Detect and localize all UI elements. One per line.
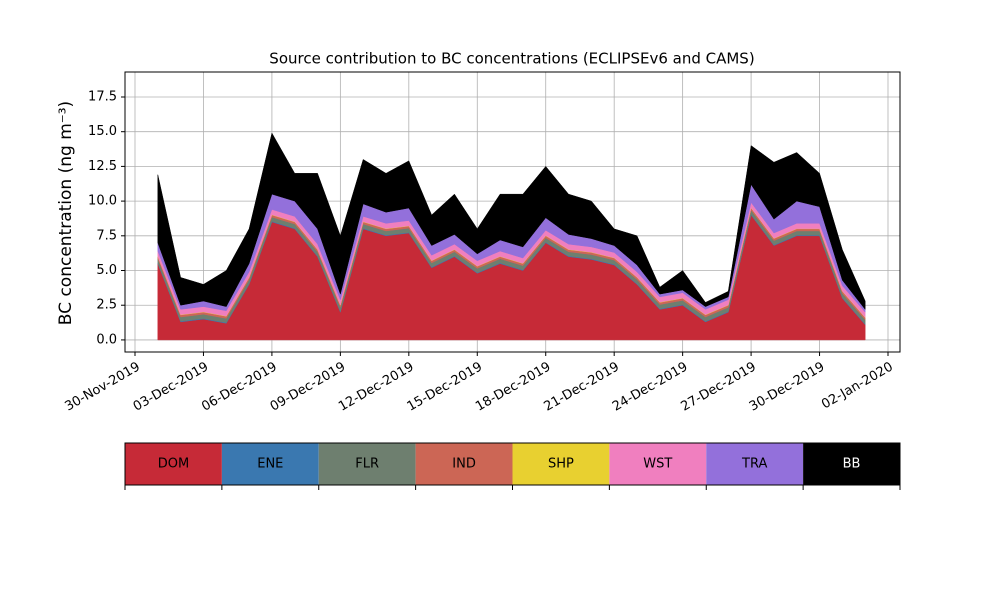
y-tick-label: 2.5 [96, 298, 117, 313]
legend-label: BB [843, 457, 861, 472]
y-tick-label: 5.0 [96, 263, 117, 278]
area [157, 132, 866, 311]
legend-swatch [803, 443, 900, 485]
y-tick-label: 17.5 [88, 89, 117, 104]
legend-swatch [609, 443, 707, 485]
legend-swatch [706, 443, 804, 485]
legend-label: WST [643, 457, 672, 472]
legend-swatch [125, 443, 222, 485]
legend-swatch [512, 443, 610, 485]
x-tick-label: 27-Dec-2019 [678, 360, 758, 415]
x-tick-label: 24-Dec-2019 [610, 360, 690, 415]
x-tick-label: 06-Dec-2019 [199, 360, 279, 415]
legend-label: ENE [257, 457, 283, 472]
legend-label: FLR [355, 457, 379, 472]
x-tick-label: 15-Dec-2019 [405, 360, 485, 415]
plot-frame [124, 71, 901, 353]
y-tick-label: 7.5 [96, 228, 117, 243]
y-tick-label: 10.0 [88, 194, 117, 209]
legend-swatch [318, 443, 416, 485]
y-axis-label: BC concentration (ng m⁻³) [56, 101, 76, 325]
x-tick-label: 03-Dec-2019 [131, 360, 211, 415]
legend-label: IND [452, 457, 476, 472]
x-tick-label: 30-Nov-2019 [62, 360, 142, 415]
x-tick-label: 02-Jan-2020 [819, 360, 896, 413]
legend-swatch [221, 443, 319, 485]
y-tick-label: 15.0 [88, 124, 117, 139]
x-tick-label: 18-Dec-2019 [473, 360, 553, 415]
chart-title: Source contribution to BC concentrations… [269, 50, 754, 68]
x-tick-label: 12-Dec-2019 [336, 360, 416, 415]
y-tick-label: 0.0 [96, 332, 117, 347]
legend-label: DOM [158, 457, 189, 472]
x-tick-label: 21-Dec-2019 [542, 360, 622, 415]
x-tick-label: 09-Dec-2019 [268, 360, 348, 415]
legend-swatch [415, 443, 513, 485]
legend-label: SHP [548, 457, 574, 472]
y-tick-label: 12.5 [88, 159, 117, 174]
legend-frame [124, 442, 901, 486]
x-tick-label: 30-Dec-2019 [747, 360, 827, 415]
legend-label: TRA [741, 457, 767, 472]
